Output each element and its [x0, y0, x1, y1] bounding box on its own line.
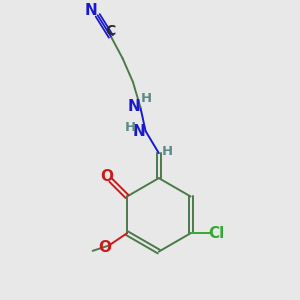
Text: C: C [105, 24, 116, 38]
Text: H: H [161, 145, 172, 158]
Text: O: O [100, 169, 113, 184]
Text: H: H [125, 121, 136, 134]
Text: Cl: Cl [208, 226, 224, 241]
Text: N: N [133, 124, 146, 139]
Text: O: O [98, 239, 111, 254]
Text: N: N [85, 2, 98, 17]
Text: N: N [128, 99, 140, 114]
Text: H: H [141, 92, 152, 105]
